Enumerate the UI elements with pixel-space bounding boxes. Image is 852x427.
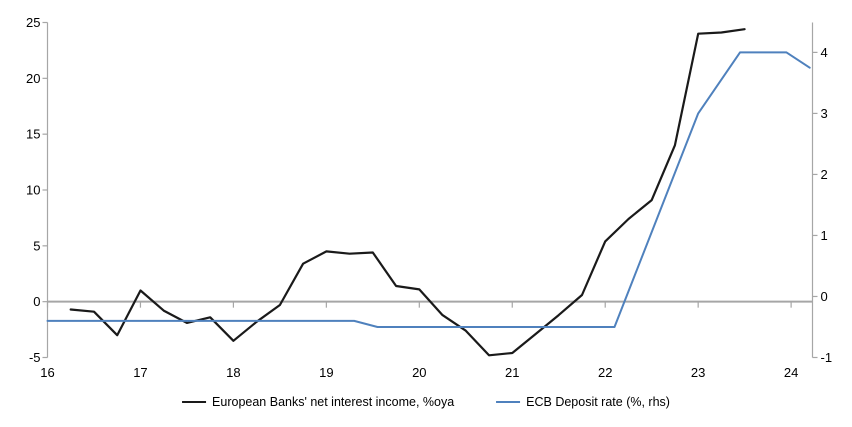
- left-axis-tick-label: 25: [26, 15, 40, 30]
- right-axis-tick-label: 4: [821, 45, 828, 60]
- left-axis-tick-label: 5: [33, 238, 40, 253]
- legend-item-nii: European Banks' net interest income, %oy…: [182, 395, 454, 409]
- x-axis-tick-label: 21: [505, 365, 519, 380]
- right-axis-tick-label: 2: [821, 167, 828, 182]
- x-axis-tick-label: 24: [784, 365, 798, 380]
- x-axis-tick-label: 17: [133, 365, 147, 380]
- legend-item-ecb-rate: ECB Deposit rate (%, rhs): [496, 395, 670, 409]
- legend-label-nii: European Banks' net interest income, %oy…: [212, 395, 455, 409]
- left-axis-tick-label: 0: [33, 294, 40, 309]
- right-axis-tick-label: 3: [821, 106, 828, 121]
- legend-label-ecb-rate: ECB Deposit rate (%, rhs): [526, 395, 670, 409]
- chart-legend: European Banks' net interest income, %oy…: [182, 395, 670, 409]
- nii-line-swatch: [182, 401, 207, 403]
- right-axis-tick-label: -1: [821, 350, 833, 365]
- x-axis-tick-label: 19: [319, 365, 333, 380]
- x-axis-tick-label: 20: [412, 365, 426, 380]
- ecb-rate-line: [46, 51, 811, 328]
- nii-line: [69, 28, 746, 357]
- right-axis-tick-label: 1: [821, 228, 828, 243]
- x-axis-tick-label: 18: [226, 365, 240, 380]
- right-axis-tick-label: 0: [821, 289, 828, 304]
- x-axis-tick-label: 23: [691, 365, 705, 380]
- x-axis-tick-label: 16: [40, 365, 54, 380]
- left-axis-tick-label: 20: [26, 71, 40, 86]
- left-axis-tick-label: 15: [26, 127, 40, 142]
- x-axis-tick-label: 22: [598, 365, 612, 380]
- left-axis-tick-label: 10: [26, 183, 40, 198]
- ecb-rate-line-swatch: [496, 401, 521, 403]
- left-axis-tick-label: -5: [29, 350, 41, 365]
